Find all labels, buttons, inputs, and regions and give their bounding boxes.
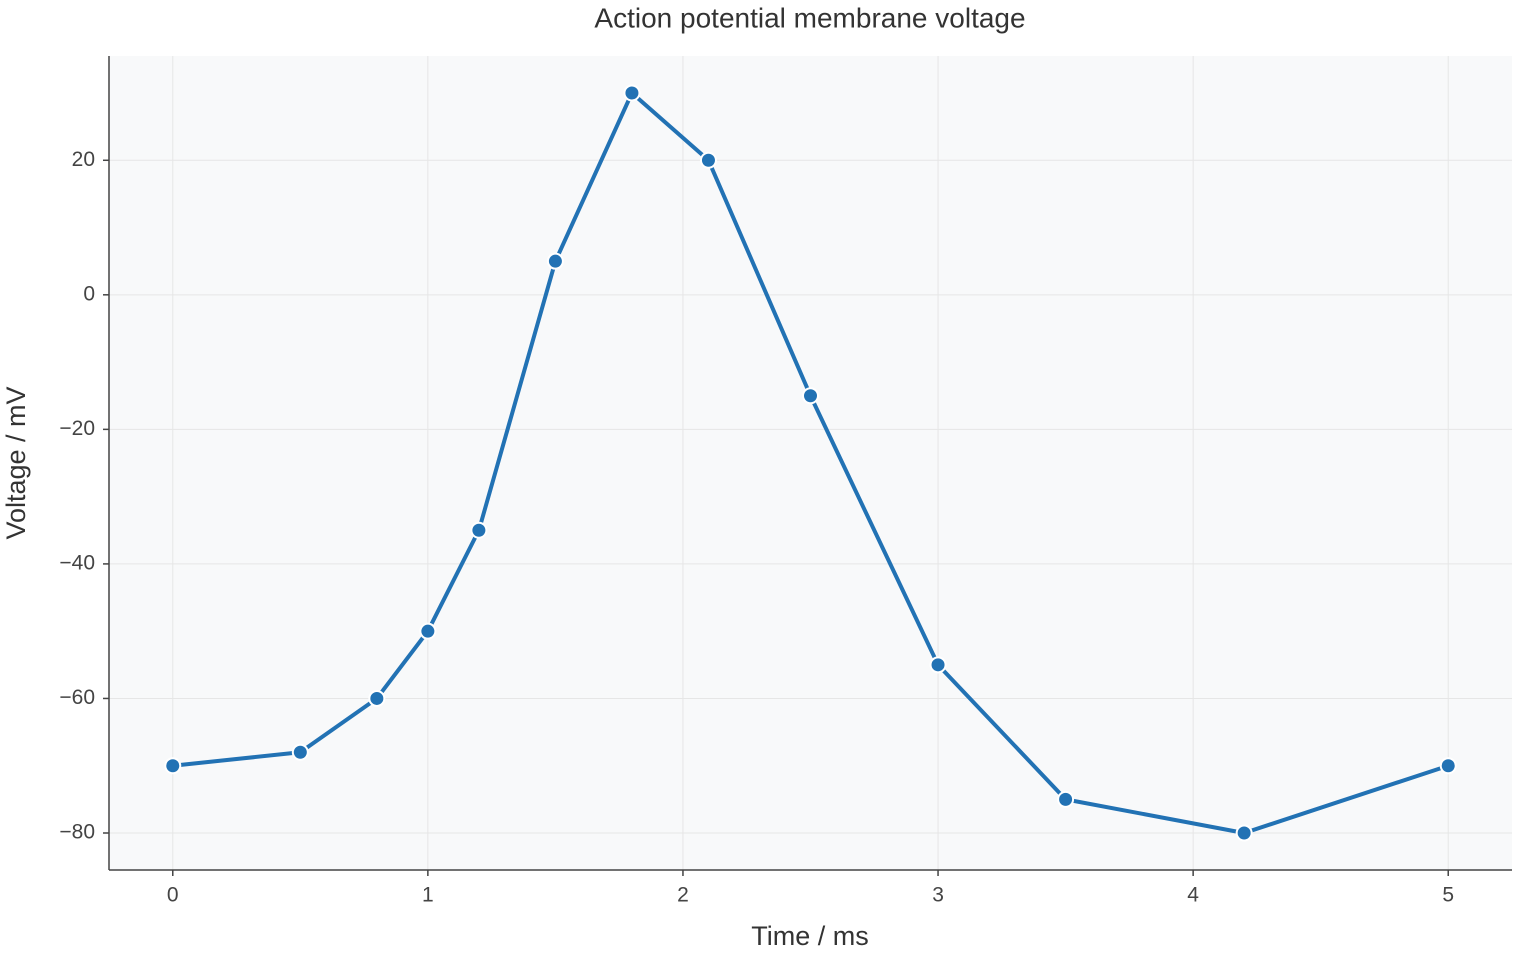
plot-area [109,56,1512,870]
x-tick-label: 3 [932,884,944,907]
y-tick-label: 20 [72,148,95,171]
point [546,252,564,270]
x-tick-label: 1 [422,884,434,907]
x-tick-label: 0 [167,884,179,907]
point [1057,790,1075,808]
point [802,387,819,405]
point [291,743,309,761]
x-axis-label: Time / ms [751,921,869,951]
chart-title: Action potential membrane voltage [594,2,1025,33]
point [929,656,947,674]
y-tick-label: 0 [83,282,95,305]
point [1439,757,1457,775]
y-axis-label: Voltage / mV [1,386,31,539]
point [164,757,182,775]
point [470,521,488,539]
point [419,622,437,640]
point [699,151,717,169]
x-tick-label: 5 [1442,884,1454,907]
y-tick-label: −60 [59,686,95,709]
x-tick-label: 4 [1187,884,1199,907]
y-tick-label: −20 [59,417,95,440]
point [1235,824,1253,842]
point [368,689,386,707]
y-tick-label: −80 [59,821,95,844]
y-tick-label: −40 [59,551,95,574]
x-tick-label: 2 [677,884,689,907]
point [623,84,641,102]
